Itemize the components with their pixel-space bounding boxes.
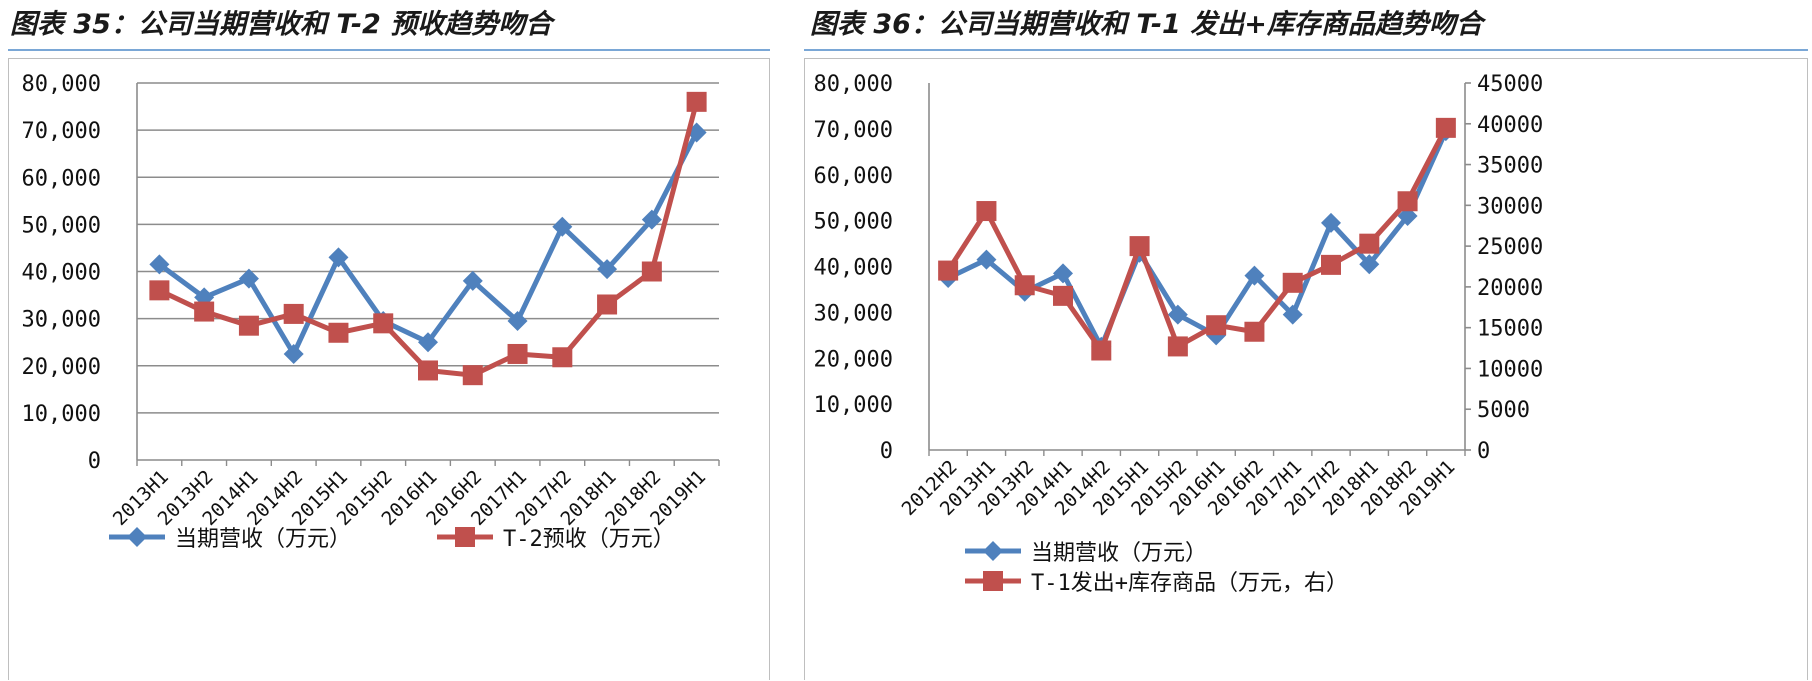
y2-tick-label: 0 (1477, 439, 1490, 464)
y-tick-label: 80,000 (814, 72, 893, 97)
chart-36-svg: 0 10,000 20,000 30,000 40,000 50,000 60,000 70,… (814, 72, 1544, 596)
data-point-diamond (418, 332, 438, 353)
y-tick-label: 50,000 (814, 210, 893, 235)
data-point-square (552, 347, 573, 368)
y2-tick-label: 20000 (1477, 276, 1543, 301)
data-point-diamond (1282, 304, 1303, 325)
y-tick-label: 20,000 (814, 347, 893, 372)
data-point-diamond (641, 209, 662, 230)
legend-marker (983, 571, 1003, 591)
legend-label: T-1发出+库存商品（万元，右） (1031, 571, 1348, 596)
legend-marker (127, 527, 147, 547)
data-point-diamond (328, 247, 349, 268)
legend-marker (983, 541, 1003, 561)
data-point-square (1053, 285, 1073, 306)
data-point-square (1167, 336, 1188, 357)
y-tick-label: 60,000 (22, 166, 101, 191)
y-tick-label: 10,000 (814, 393, 893, 418)
data-point-diamond (686, 122, 707, 143)
data-point-diamond (1244, 265, 1265, 286)
legend-label: 当期营收（万元） (175, 527, 351, 552)
y-tick-label: 10,000 (22, 402, 101, 427)
y2-tick-label: 15000 (1477, 317, 1543, 342)
figure-36-title: 图表 36：公司当期营收和 T-1 发出+库存商品趋势吻合 (810, 9, 1483, 40)
y2-tick-label: 30000 (1477, 194, 1543, 219)
y-tick-label: 30,000 (22, 308, 101, 333)
data-point-square (1206, 315, 1227, 336)
figure-35-title: 图表 35：公司当期营收和 T-2 预收趋势吻合 (10, 9, 553, 40)
y-tick-label: 60,000 (814, 164, 893, 189)
data-point-square (1014, 275, 1035, 296)
legend-label: T-2预收（万元） (503, 527, 675, 552)
chart-35-svg: 0 10,000 20,000 30,000 40,000 50,000 60,000 70,… (22, 72, 720, 552)
data-point-square (1091, 340, 1112, 361)
legend-label: 当期营收（万元） (1031, 541, 1207, 566)
data-point-square (149, 280, 170, 301)
data-point-diamond (149, 254, 170, 275)
chart-35-panel: 0 10,000 20,000 30,000 40,000 50,000 60,000 70,… (8, 58, 770, 680)
data-point-diamond (462, 270, 483, 291)
data-point-diamond (507, 310, 528, 331)
data-point-diamond (552, 216, 573, 237)
data-point-square (641, 261, 662, 282)
data-point-diamond (283, 343, 304, 364)
title-rule-left (8, 49, 770, 51)
legend-marker (455, 527, 475, 547)
data-point-square (1129, 236, 1150, 257)
y-tick-label: 70,000 (22, 119, 101, 144)
y-tick-label: 50,000 (22, 213, 101, 238)
y2-tick-label: 35000 (1477, 154, 1543, 179)
data-point-square (686, 91, 707, 112)
data-point-diamond (238, 268, 259, 289)
data-point-square (238, 315, 259, 336)
data-point-square (283, 303, 304, 324)
data-point-diamond (1359, 254, 1380, 275)
data-point-diamond (1053, 263, 1073, 284)
data-point-square (1359, 233, 1380, 254)
data-point-square (938, 260, 959, 281)
y-tick-label: 70,000 (814, 118, 893, 143)
data-point-square (418, 360, 438, 381)
y2-tick-label: 45000 (1477, 72, 1543, 97)
data-point-square (1321, 254, 1341, 275)
data-point-diamond (194, 287, 215, 308)
data-point-diamond (976, 249, 997, 270)
y-tick-label: 30,000 (814, 301, 893, 326)
data-point-square (507, 343, 528, 364)
y2-tick-label: 10000 (1477, 357, 1543, 382)
y-tick-label: 0 (88, 449, 101, 474)
title-rule-right (804, 49, 1808, 51)
data-point-square (1282, 272, 1303, 293)
y2-tick-label: 40000 (1477, 113, 1543, 138)
data-point-diamond (1321, 212, 1341, 233)
data-point-square (194, 301, 215, 322)
y2-tick-label: 25000 (1477, 235, 1543, 260)
data-point-square (1397, 191, 1418, 212)
data-point-square (597, 294, 618, 315)
data-point-diamond (597, 259, 618, 280)
y-tick-label: 0 (880, 439, 893, 464)
y-tick-label: 40,000 (22, 261, 101, 286)
y2-tick-label: 5000 (1477, 398, 1530, 423)
data-point-square (1244, 321, 1265, 342)
y-tick-label: 80,000 (22, 72, 101, 97)
data-point-diamond (1167, 304, 1188, 325)
data-point-square (373, 313, 394, 334)
chart-36-panel: 0 10,000 20,000 30,000 40,000 50,000 60,000 70,… (804, 58, 1808, 680)
y-tick-label: 40,000 (814, 256, 893, 281)
data-point-square (1435, 117, 1456, 138)
data-point-square (328, 322, 349, 343)
data-point-square (462, 365, 483, 386)
y-tick-label: 20,000 (22, 355, 101, 380)
data-point-square (976, 201, 997, 222)
